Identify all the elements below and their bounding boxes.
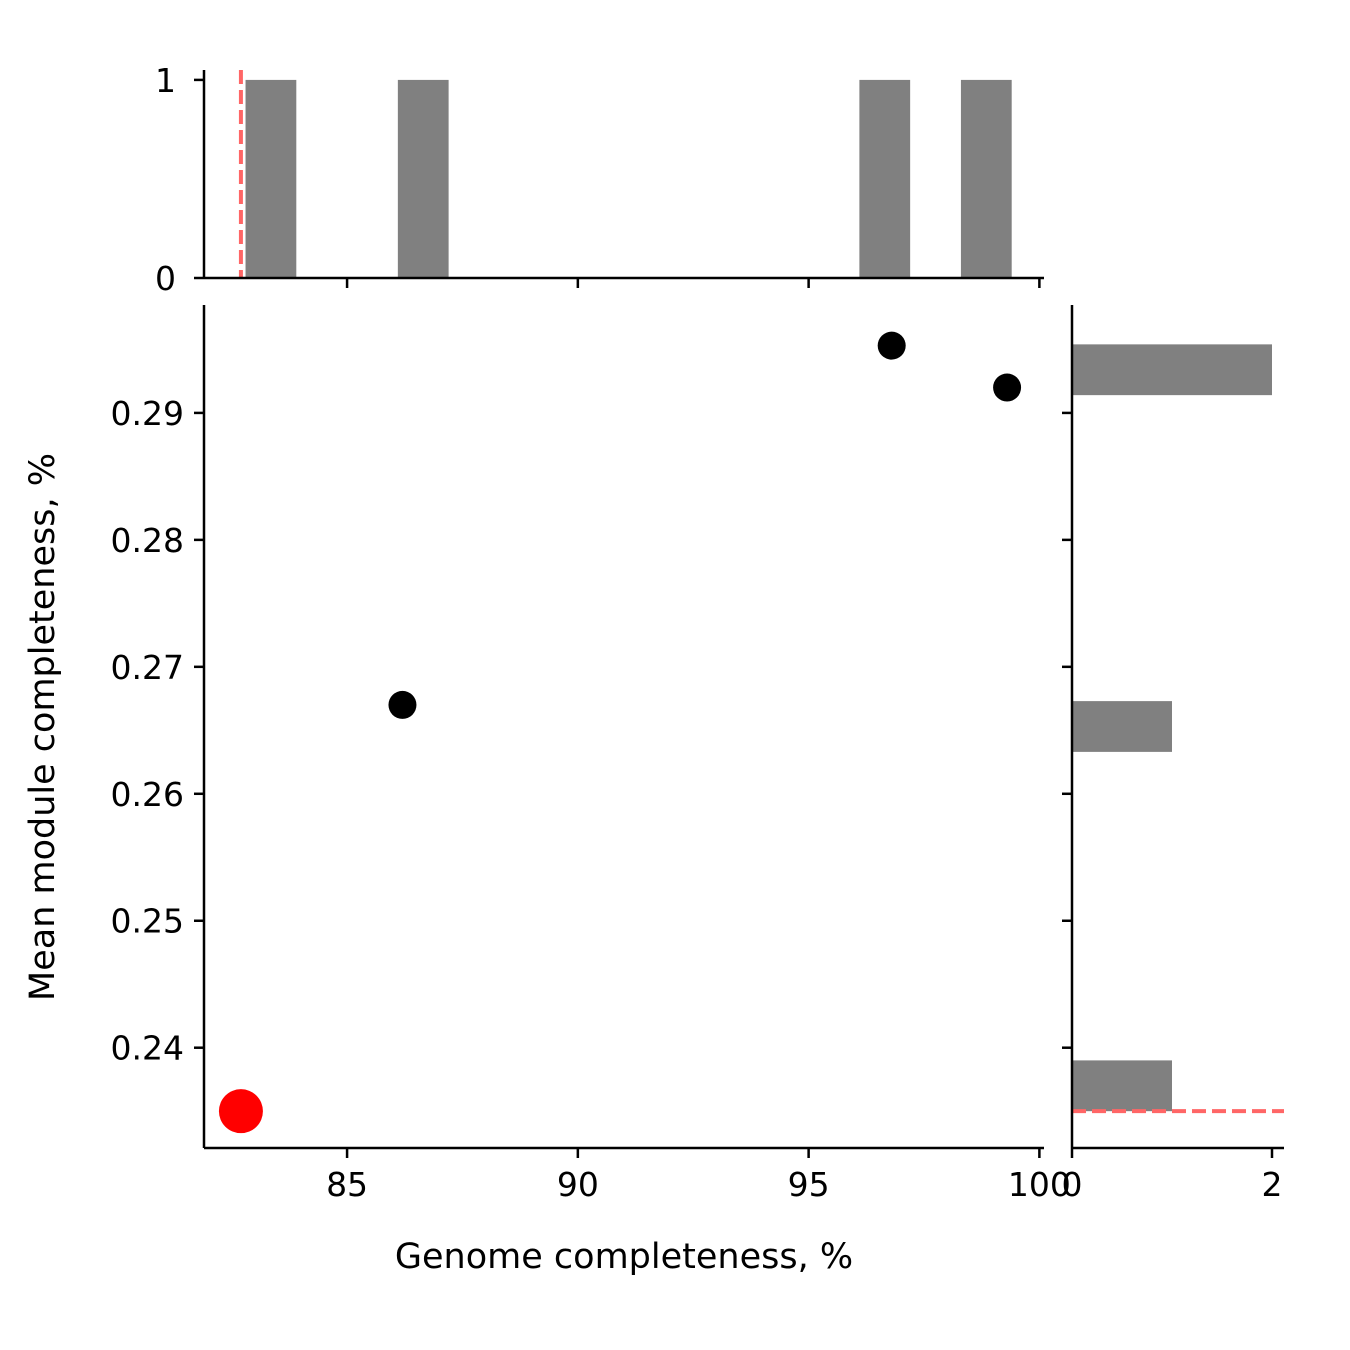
top-histogram-y-tick-label: 0 — [155, 259, 176, 298]
data-point — [993, 373, 1022, 402]
highlighted-data-point — [218, 1089, 263, 1134]
y-tick-label: 0.29 — [111, 394, 184, 433]
top-histogram: 01 — [155, 61, 1044, 298]
x-tick-label: 95 — [788, 1165, 830, 1204]
top-histogram-bar — [397, 79, 449, 279]
y-axis-label: Mean module completeness, % — [23, 453, 63, 1001]
y-tick-label: 0.27 — [111, 648, 184, 687]
y-tick-label: 0.24 — [111, 1029, 184, 1068]
x-tick-label: 90 — [557, 1165, 599, 1204]
x-tick-label: 100 — [1008, 1165, 1071, 1204]
y-tick-label: 0.28 — [111, 521, 184, 560]
top-histogram-y-tick-label: 1 — [155, 61, 176, 100]
x-axis-label: Genome completeness, % — [395, 1237, 853, 1277]
x-tick-label: 85 — [326, 1165, 368, 1204]
top-histogram-bar — [960, 79, 1012, 279]
right-histogram-x-tick-label: 0 — [1062, 1165, 1083, 1204]
data-point — [388, 690, 417, 719]
main-scatter-plot: 85 90 95 100 0.24 0.25 0.26 0.27 0.28 0.29 — [111, 305, 1071, 1204]
right-histogram-bar — [1072, 344, 1272, 396]
right-histogram-bar — [1072, 701, 1172, 752]
top-histogram-bar — [245, 79, 297, 279]
y-tick-label: 0.26 — [111, 775, 184, 814]
data-point — [877, 331, 906, 360]
right-histogram-bar — [1072, 1060, 1172, 1112]
right-histogram-x-tick-label: 2 — [1262, 1165, 1283, 1204]
top-histogram-bar — [859, 79, 911, 279]
y-tick-label: 0.25 — [111, 902, 184, 941]
